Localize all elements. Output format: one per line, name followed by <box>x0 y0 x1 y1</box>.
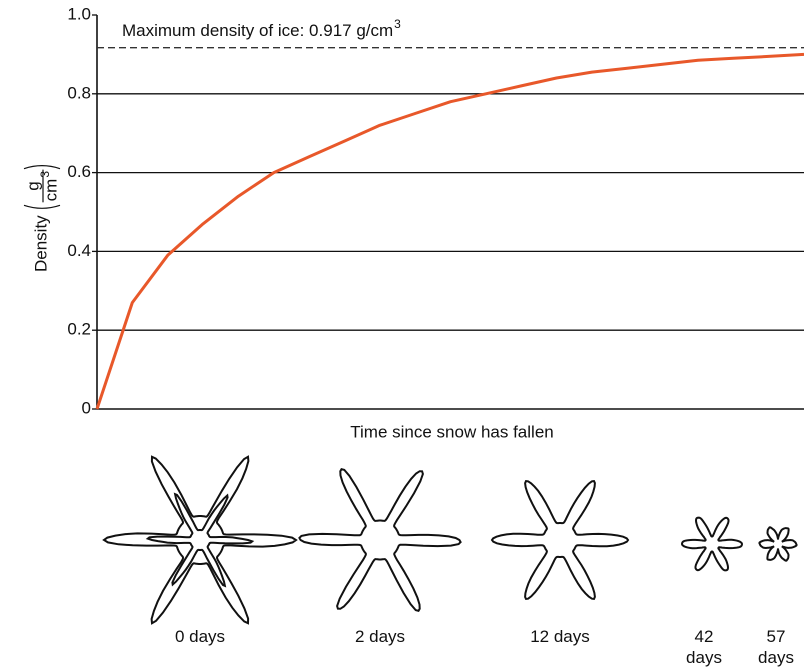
illustration-label: 42 days <box>686 627 722 667</box>
illustration-label: 57 days <box>758 627 794 667</box>
y-unit-denominator: cm <box>41 179 60 202</box>
y-unit-numerator: g <box>23 181 42 190</box>
y-tick-label: 0 <box>82 398 91 417</box>
snowflake <box>680 516 744 572</box>
snowflake <box>758 526 798 562</box>
snowflake <box>298 468 462 612</box>
reference-label: Maximum density of ice: 0.917 g/cm <box>122 21 393 40</box>
snowflake <box>490 480 630 600</box>
snowflake <box>145 492 255 588</box>
illustration-label: 12 days <box>530 627 590 646</box>
y-tick-label: 0.6 <box>67 162 91 181</box>
reference-label-superscript: 3 <box>394 17 401 31</box>
y-axis-title: Density <box>31 215 50 272</box>
snowflake <box>102 455 298 625</box>
x-axis-label: Time since snow has fallen <box>350 422 553 441</box>
illustration-label: 2 days <box>354 627 406 646</box>
y-axis-label: Density g cm3 <box>23 165 61 272</box>
y-tick-label: 0.2 <box>67 320 91 339</box>
snowflake-illustrations <box>102 455 798 625</box>
paren <box>23 165 61 170</box>
illustration-label: 0 days <box>174 627 226 646</box>
y-tick-label: 0.8 <box>67 83 91 102</box>
y-unit-superscript: 3 <box>38 171 52 178</box>
density-curve <box>95 52 804 410</box>
paren <box>23 204 61 209</box>
y-tick-label: 0.4 <box>67 241 91 260</box>
y-tick-label: 1.0 <box>67 4 91 23</box>
